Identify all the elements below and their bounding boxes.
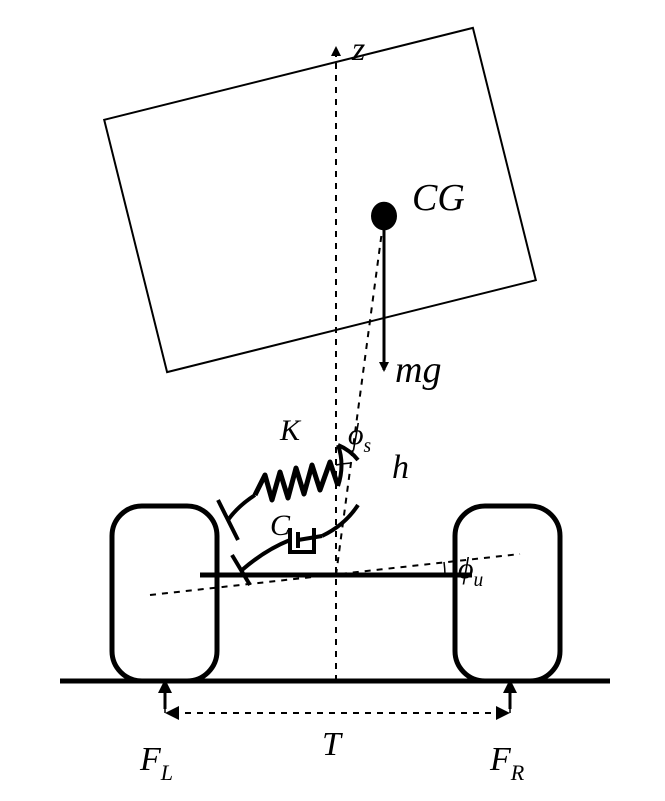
damper-arc-left <box>242 540 290 570</box>
spring-arc-left <box>228 495 255 520</box>
damper-piston <box>298 536 322 540</box>
t-dim-arrow-right <box>496 706 510 720</box>
label-t: T <box>322 726 343 763</box>
label-z: z <box>351 31 365 68</box>
label-fl: FL <box>139 741 173 785</box>
label-mg: mg <box>395 349 441 391</box>
damper-arc-right <box>322 505 358 536</box>
label-k: K <box>279 414 302 447</box>
spring-coil <box>255 462 338 500</box>
label-c: C <box>270 509 291 542</box>
right-wheel <box>455 506 560 681</box>
label-cg: CG <box>412 177 465 219</box>
label-h: h <box>392 449 409 486</box>
t-dim-arrow-left <box>165 706 179 720</box>
damper-anchor-left <box>232 555 250 585</box>
body-rect <box>104 28 536 372</box>
spring-arc-right <box>338 445 342 486</box>
label-fr: FR <box>489 741 525 785</box>
